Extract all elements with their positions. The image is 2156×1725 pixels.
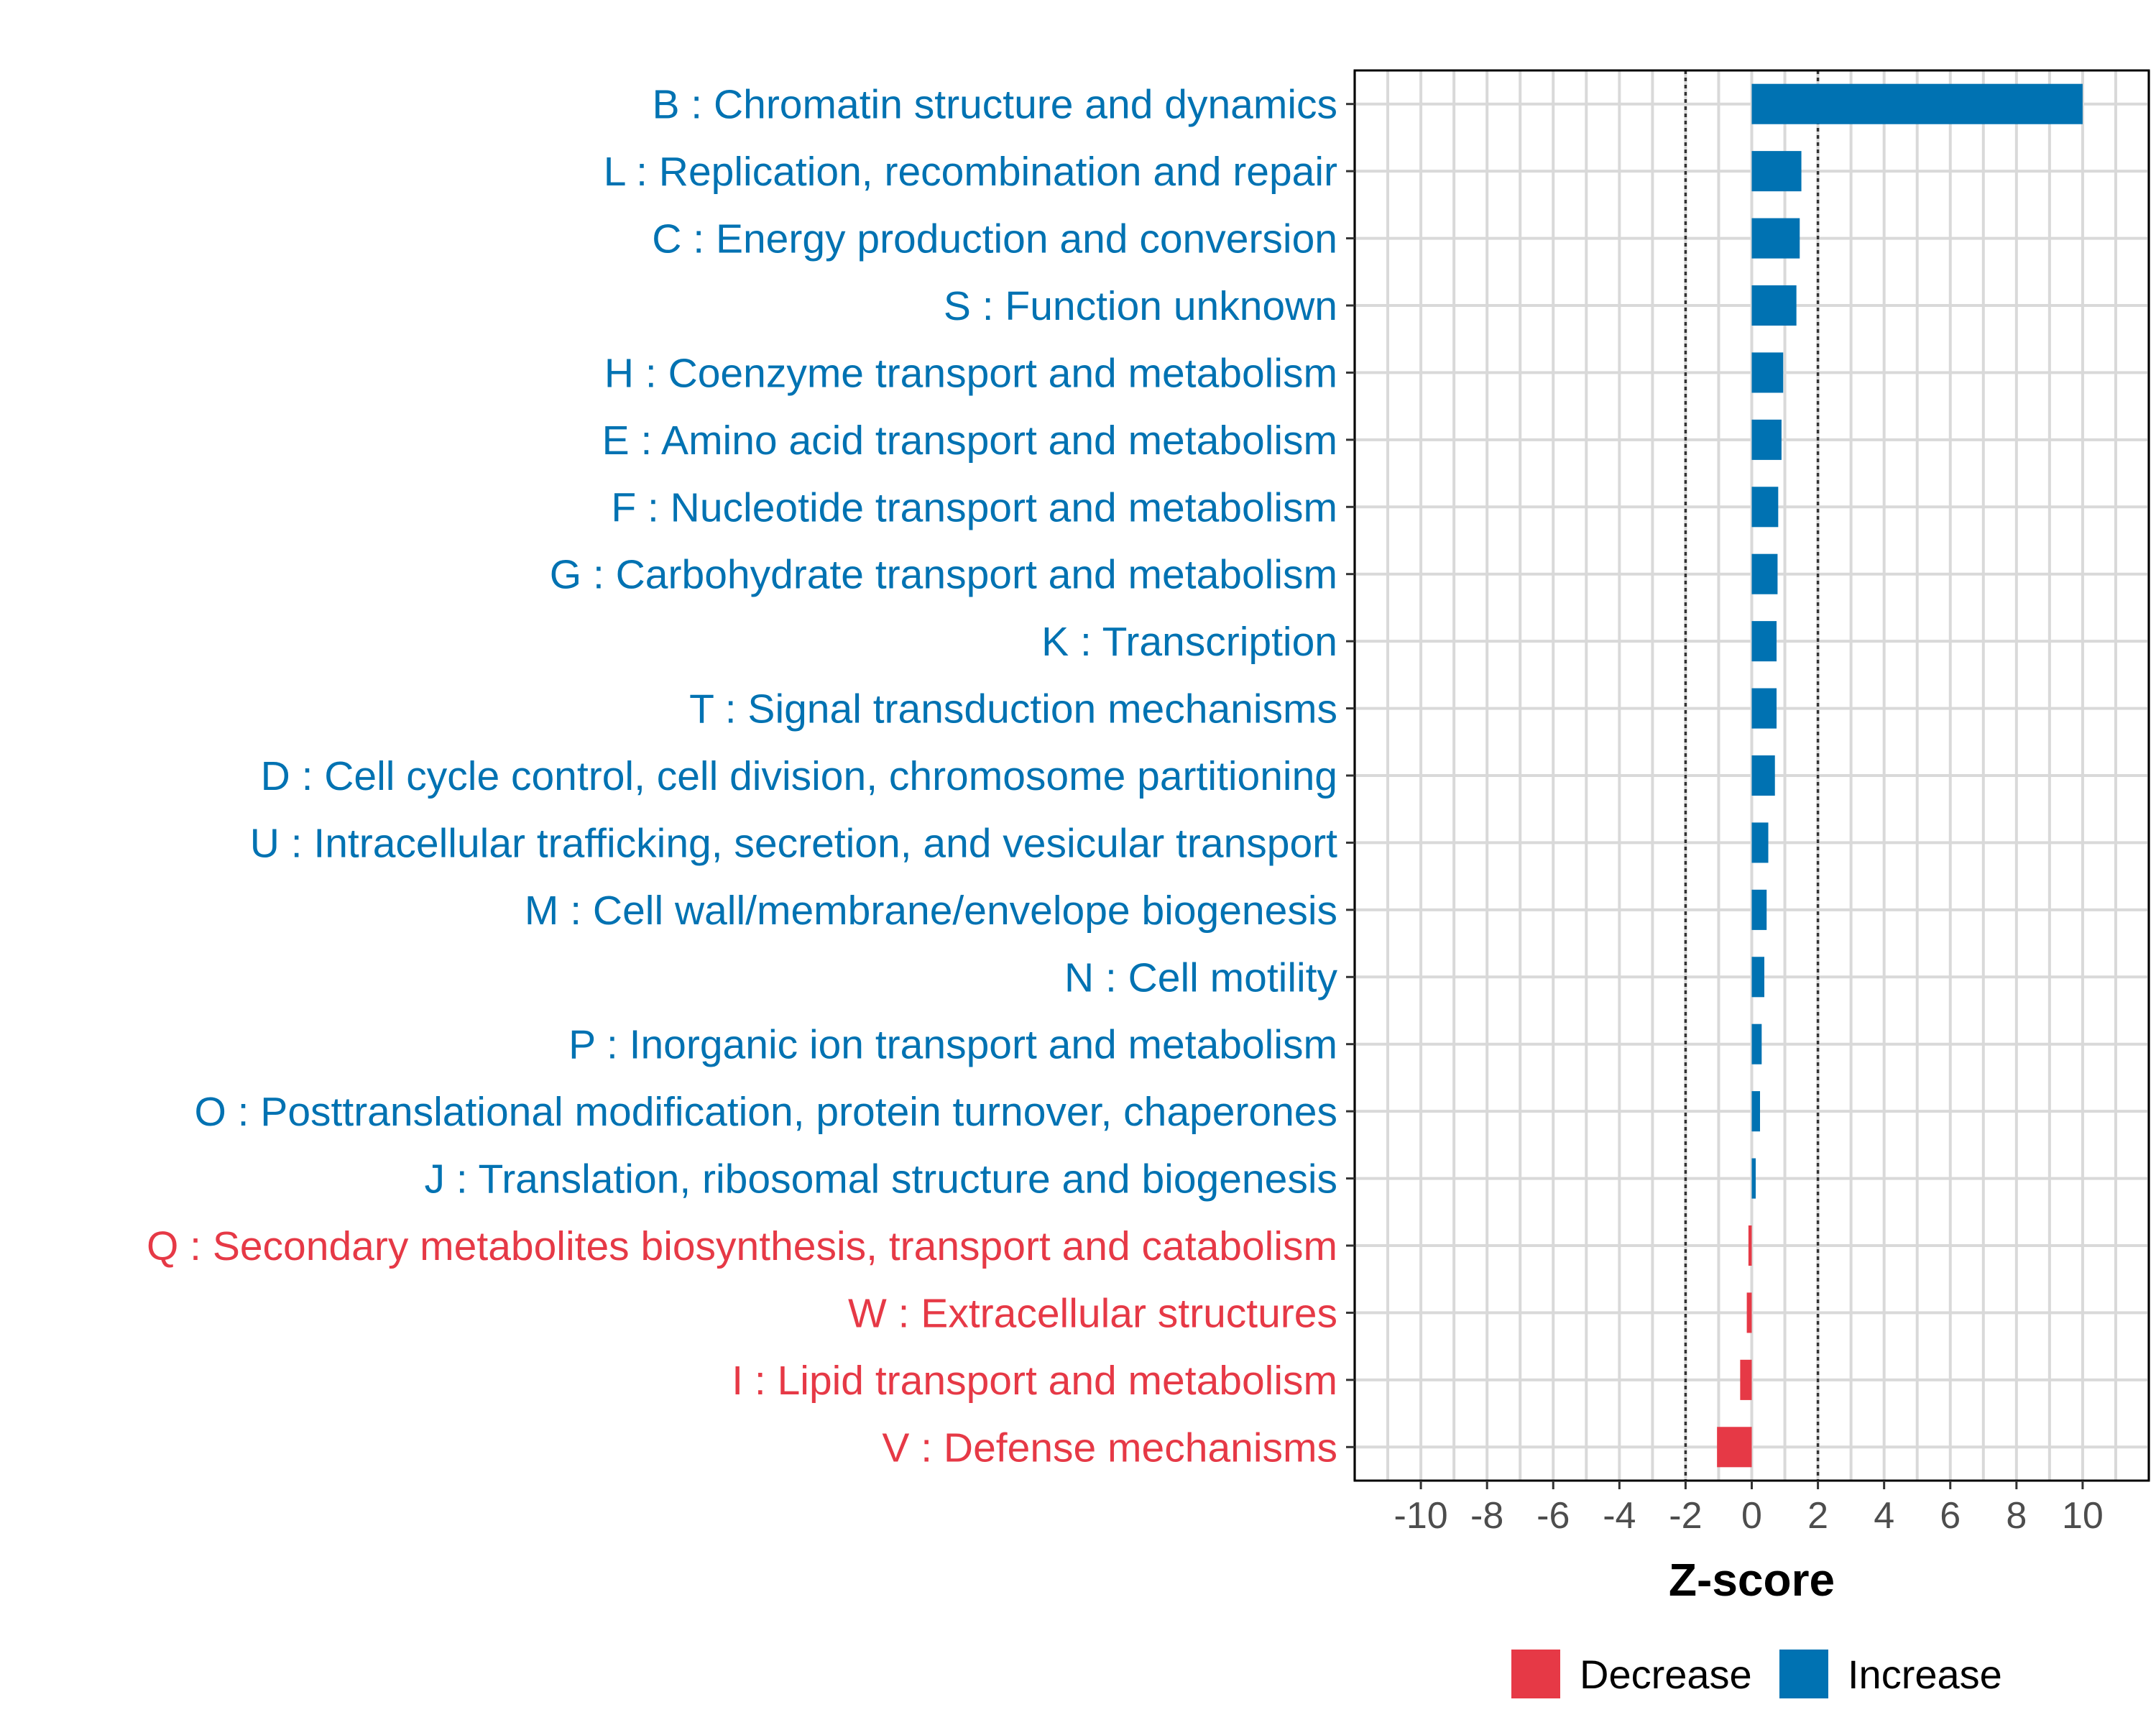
category-label: K : Transcription (1041, 619, 1337, 665)
legend-label: Decrease (1580, 1652, 1752, 1697)
x-axis-tick-labels: -10 -8 -6 -4 -2 0 2 4 6 8 10 (1394, 1495, 2104, 1537)
category-label: J : Translation, ribosomal structure and… (425, 1156, 1337, 1202)
x-tick-label: 10 (2062, 1495, 2104, 1537)
bar (1751, 151, 1802, 192)
bar (1751, 1024, 1762, 1064)
x-tick-label: 6 (1940, 1495, 1961, 1537)
bar (1751, 419, 1782, 460)
bar (1746, 1292, 1752, 1333)
threshold-lines (1684, 70, 1820, 1481)
category-label: W : Extracellular structures (848, 1290, 1337, 1336)
x-tick-label: -10 (1394, 1495, 1448, 1537)
category-label: C : Energy production and conversion (652, 216, 1337, 262)
category-label: L : Replication, recombination and repai… (604, 149, 1337, 195)
bar (1751, 755, 1775, 796)
bar (1751, 1158, 1756, 1199)
legend-swatch (1779, 1650, 1828, 1698)
bar (1751, 957, 1764, 998)
category-label: T : Signal transduction mechanisms (689, 686, 1337, 732)
x-tick-label: 8 (2006, 1495, 2027, 1537)
x-tick-label: -6 (1537, 1495, 1570, 1537)
bar (1751, 352, 1784, 393)
x-tick-label: 0 (1741, 1495, 1762, 1537)
category-label: B : Chromatin structure and dynamics (652, 82, 1337, 128)
x-tick-label: -8 (1470, 1495, 1503, 1537)
bar (1751, 83, 2083, 124)
bar (1751, 487, 1779, 528)
bar (1751, 218, 1800, 259)
category-label: U : Intracellular trafficking, secretion… (250, 820, 1337, 866)
category-label: H : Coenzyme transport and metabolism (604, 350, 1337, 396)
category-label: S : Function unknown (944, 283, 1337, 329)
bar (1751, 688, 1777, 729)
bar (1751, 285, 1797, 326)
category-label: V : Defense mechanisms (882, 1425, 1337, 1471)
bar (1751, 822, 1769, 863)
bar (1751, 553, 1778, 594)
category-label: P : Inorganic ion transport and metaboli… (568, 1022, 1337, 1068)
category-label: G : Carbohydrate transport and metabolis… (550, 552, 1337, 598)
x-tick-label: 4 (1874, 1495, 1894, 1537)
bar (1740, 1359, 1752, 1400)
category-label: N : Cell motility (1064, 954, 1338, 1000)
bar (1751, 621, 1777, 662)
category-label: Q : Secondary metabolites biosynthesis, … (147, 1223, 1337, 1269)
bar (1748, 1225, 1752, 1266)
category-label: F : Nucleotide transport and metabolism (611, 484, 1337, 530)
category-label: E : Amino acid transport and metabolism (602, 418, 1337, 464)
x-tick-label: -2 (1669, 1495, 1702, 1537)
x-axis-title: Z-score (1669, 1554, 1835, 1606)
y-axis-category-labels: B : Chromatin structure and dynamics L : … (147, 82, 1338, 1471)
x-tick-label: 2 (1807, 1495, 1828, 1537)
category-label: M : Cell wall/membrane/envelope biogenes… (525, 888, 1337, 934)
bar (1751, 889, 1767, 930)
category-label: D : Cell cycle control, cell division, c… (261, 753, 1337, 799)
y-tick-marks (1346, 103, 1355, 1448)
legend-label: Increase (1848, 1652, 2002, 1697)
bars (1717, 83, 2083, 1468)
x-tick-label: -4 (1603, 1495, 1636, 1537)
category-label: O : Posttranslational modification, prot… (194, 1089, 1337, 1135)
x-tick-marks (1419, 1481, 2084, 1489)
bar (1751, 1091, 1761, 1132)
bar (1717, 1427, 1752, 1468)
category-label: I : Lipid transport and metabolism (732, 1358, 1337, 1404)
legend: Decrease Increase (1511, 1650, 2002, 1698)
legend-swatch (1511, 1650, 1560, 1698)
